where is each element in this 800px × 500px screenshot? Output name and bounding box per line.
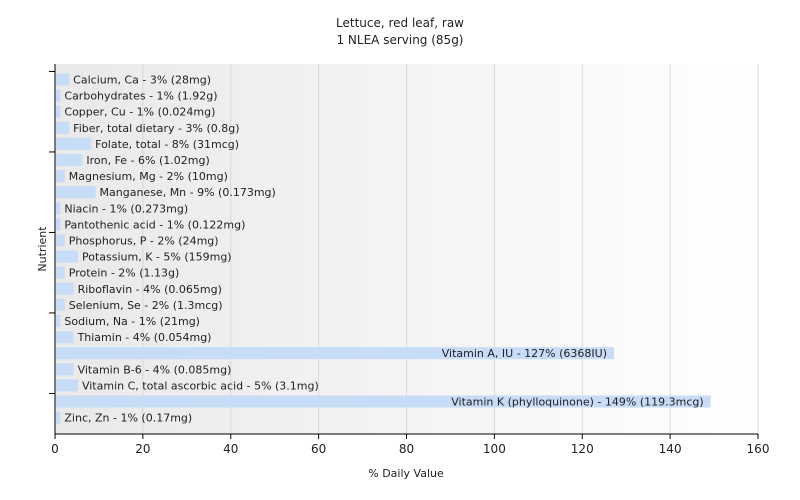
bar-label: Folate, total - 8% (31mcg)	[95, 138, 239, 151]
axes: 0 20 40 60 80 100 120 140 160	[49, 64, 769, 456]
x-tick-label: 20	[135, 442, 150, 456]
bar	[56, 347, 615, 360]
bar-label: Manganese, Mn - 9% (0.173mg)	[100, 186, 276, 199]
bar	[56, 202, 61, 215]
bar	[56, 315, 61, 327]
bar	[56, 105, 61, 118]
bar-label: Selenium, Se - 2% (1.3mcg)	[69, 299, 223, 312]
bar-label: Riboflavin - 4% (0.065mg)	[78, 283, 222, 296]
bar-label: Zinc, Zn - 1% (0.17mg)	[64, 412, 192, 425]
bar	[56, 282, 74, 295]
bar-label: Fiber, total dietary - 3% (0.8g)	[73, 122, 239, 135]
bar-label: Vitamin K (phylloquinone) - 149% (119.3m…	[451, 396, 703, 409]
bar	[56, 411, 61, 424]
bar-label: Phosphorus, P - 2% (24mg)	[69, 235, 219, 248]
bar-label: Potassium, K - 5% (159mg)	[82, 251, 232, 264]
bar	[56, 234, 65, 247]
bar	[56, 363, 74, 376]
x-tick-label: 140	[659, 442, 682, 456]
x-tick-label: 160	[747, 442, 770, 456]
bar-label: Iron, Fe - 6% (1.02mg)	[86, 154, 209, 167]
y-axis-title: Nutrient	[36, 226, 49, 272]
x-axis-title: % Daily Value	[368, 467, 444, 480]
bar	[56, 298, 65, 311]
bar	[56, 154, 83, 166]
bar	[56, 121, 70, 134]
x-tick-label: 100	[483, 442, 506, 456]
bar-label: Niacin - 1% (0.273mg)	[64, 202, 188, 215]
bar	[56, 250, 78, 263]
bar-label: Thiamin - 4% (0.054mg)	[77, 331, 212, 344]
bar-label: Magnesium, Mg - 2% (10mg)	[69, 170, 228, 183]
chart-subtitle: 1 NLEA serving (85g)	[336, 33, 463, 47]
grid-lines	[142, 64, 759, 434]
bar	[56, 73, 70, 86]
bar-label: Pantothenic acid - 1% (0.122mg)	[64, 218, 245, 231]
bar	[56, 137, 92, 150]
bar	[56, 395, 711, 408]
bar-label: Calcium, Ca - 3% (28mg)	[73, 74, 211, 87]
bar-label: Vitamin B-6 - 4% (0.085mg)	[78, 363, 232, 376]
bar	[56, 379, 78, 392]
bar-label: Protein - 2% (1.13g)	[69, 267, 180, 280]
bar	[56, 89, 61, 102]
bar	[56, 266, 65, 279]
bar-label: Sodium, Na - 1% (21mg)	[64, 315, 200, 328]
bar-label: Vitamin C, total ascorbic acid - 5% (3.1…	[82, 379, 319, 392]
bar	[56, 218, 61, 231]
x-tick-label: 120	[571, 442, 594, 456]
bar	[56, 331, 74, 344]
bar-label: Vitamin A, IU - 127% (6368IU)	[442, 347, 607, 360]
bar	[56, 186, 96, 199]
bars: Calcium, Ca - 3% (28mg) Carbohydrates - 1…	[56, 73, 711, 425]
x-tick-label: 80	[399, 442, 414, 456]
bar	[56, 170, 65, 183]
bar-label: Carbohydrates - 1% (1.92g)	[64, 90, 217, 103]
bar-label: Copper, Cu - 1% (0.024mg)	[64, 106, 215, 119]
chart-title: Lettuce, red leaf, raw	[336, 16, 464, 30]
x-tick-label: 60	[311, 442, 326, 456]
x-tick-label: 0	[51, 442, 59, 456]
x-tick-label: 40	[223, 442, 238, 456]
